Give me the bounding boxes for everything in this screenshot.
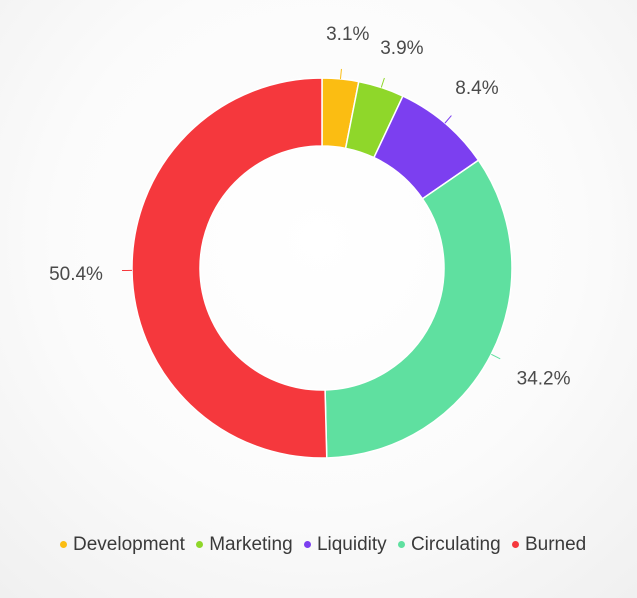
legend-marker	[60, 541, 67, 548]
slice-labels: 3.1% 3.9% 8.4% 34.2% 50.4%	[49, 24, 571, 390]
legend-marker	[303, 541, 311, 548]
legend-item-circulating[interactable]: Circulating	[397, 530, 501, 559]
slice-burned[interactable]	[131, 77, 328, 459]
legend-label: Development	[73, 534, 185, 555]
legend-item-marketing[interactable]: Marketing	[196, 530, 293, 559]
legend-item-development[interactable]: Development	[60, 530, 185, 559]
legend-item-burned[interactable]: Burned	[511, 530, 587, 559]
slice-label-marketing: 3.9%	[380, 38, 423, 59]
slice-circulating[interactable]	[324, 159, 513, 459]
legend-label: Marketing	[209, 534, 293, 555]
slice-label-development: 3.1%	[326, 24, 369, 45]
legend-marker	[196, 541, 204, 548]
legend-item-liquidity[interactable]: Liquidity	[303, 530, 387, 559]
leader-line	[380, 77, 385, 88]
label-leaders	[122, 68, 501, 360]
leader-line	[339, 68, 342, 79]
leader-line	[491, 353, 501, 360]
legend-label: Circulating	[410, 534, 501, 555]
slice-label-liquidity: 8.4%	[455, 78, 498, 99]
slice-label-burned: 50.4%	[49, 264, 103, 285]
donut-slices	[131, 77, 513, 459]
legend-marker	[511, 541, 519, 548]
legend-label: Burned	[524, 534, 587, 555]
legend-label: Liquidity	[316, 534, 387, 555]
slice-label-circulating: 34.2%	[517, 369, 571, 390]
legend: Development Marketing Liquidity Circulat…	[60, 528, 620, 559]
leader-line	[444, 115, 452, 124]
legend-marker	[397, 541, 405, 548]
